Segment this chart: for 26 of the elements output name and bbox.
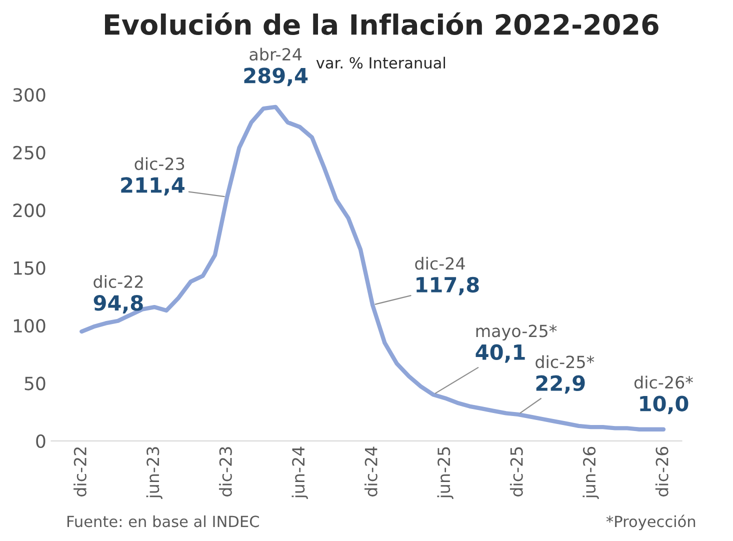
y-tick-label: 100 xyxy=(14,318,46,333)
y-tick-label: 50 xyxy=(24,376,46,390)
data-label: dic-25* 22,9 xyxy=(536,355,594,394)
x-tick-label: jun-24 xyxy=(292,446,308,500)
y-tick-label: 200 xyxy=(13,204,46,218)
x-tick-label: dic-25 xyxy=(510,447,523,496)
data-label: dic-23 211,4 xyxy=(121,157,184,196)
x-tick-label: jun-26 xyxy=(582,446,599,500)
data-label: dic-26* 10,0 xyxy=(634,376,693,414)
chart-title: Evolución de la Inflación 2022-2026 xyxy=(104,12,658,36)
text: *Proyección xyxy=(606,514,696,530)
y-tick-label: 150 xyxy=(14,261,46,275)
data-label: dic-24 117,8 xyxy=(415,256,479,296)
source-note: Fuente: en base al INDEC xyxy=(67,515,259,528)
data-label: dic-22 94,8 xyxy=(94,275,143,314)
y-tick-label: 250 xyxy=(13,146,46,160)
y-tick-label: 300 xyxy=(13,88,46,102)
x-tick-label: dic-23 xyxy=(219,447,232,496)
y-tick-label: 0 xyxy=(36,434,46,448)
x-tick-label: dic-26 xyxy=(655,446,668,496)
x-tick-label: dic-22 xyxy=(74,447,86,496)
x-tick-label: jun-23 xyxy=(146,447,162,500)
chart-subtitle: var. % Interanual xyxy=(316,56,446,69)
x-tick-label: jun-25 xyxy=(437,447,454,500)
x-tick-label: dic-24 xyxy=(364,446,378,496)
data-label: abr-24 289,4 xyxy=(244,48,308,86)
